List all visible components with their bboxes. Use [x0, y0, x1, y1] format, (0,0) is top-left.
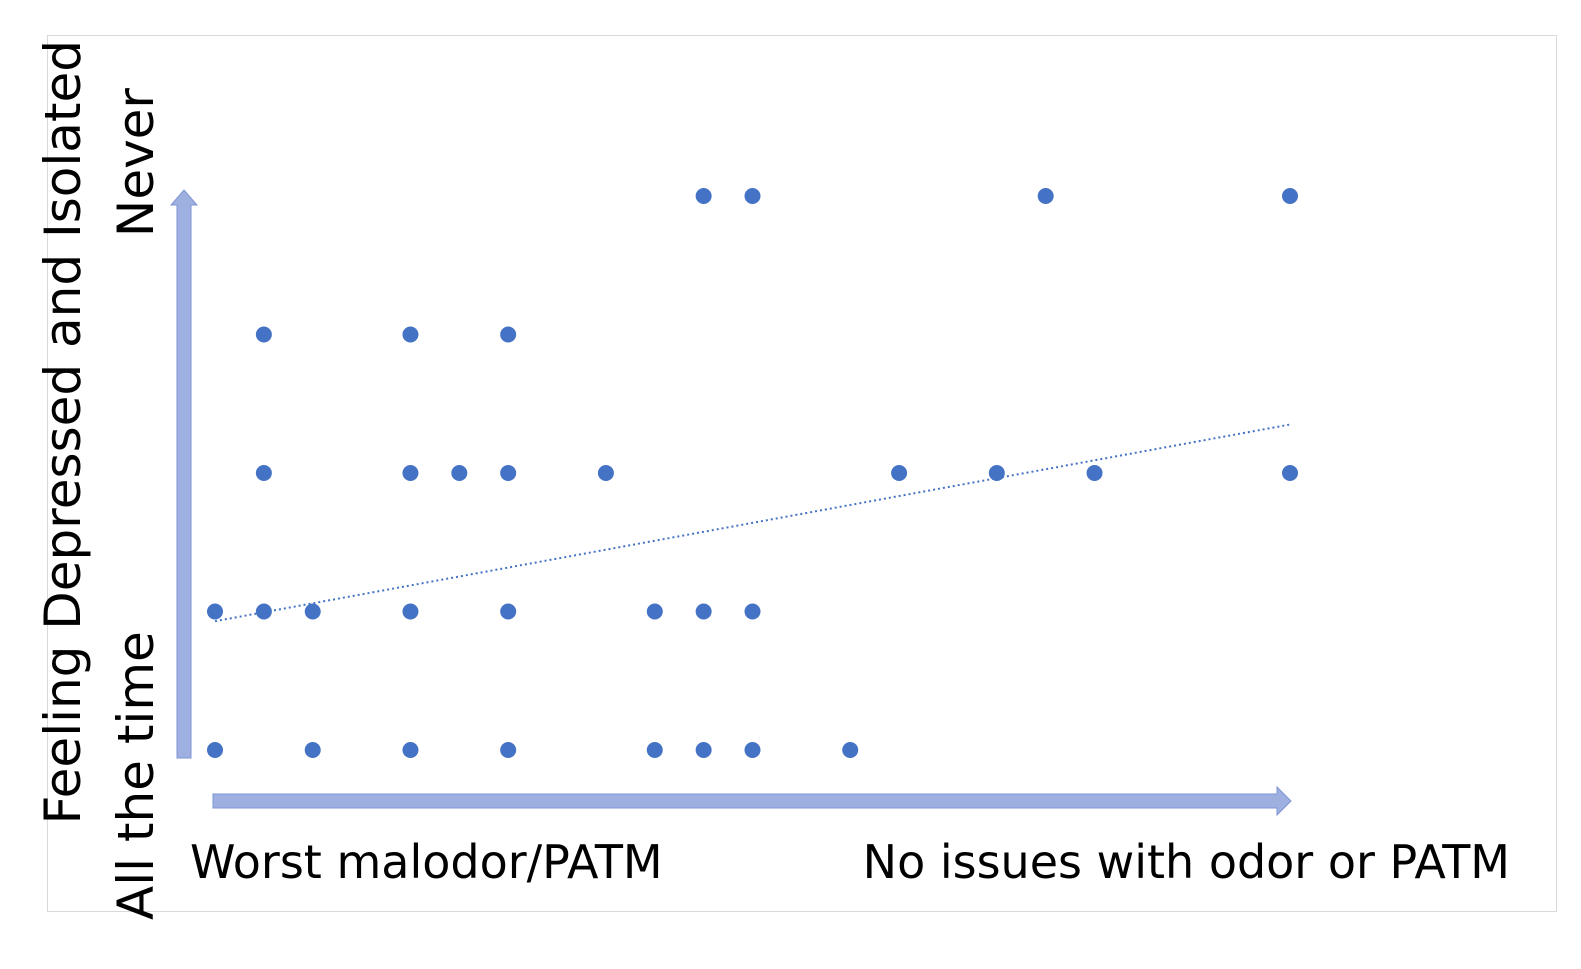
data-point — [988, 465, 1005, 481]
data-point — [646, 742, 663, 758]
data-point — [255, 603, 272, 620]
data-point — [402, 742, 419, 758]
data-point — [1037, 188, 1054, 204]
data-point — [500, 465, 517, 481]
data-point — [207, 742, 223, 758]
data-point — [451, 465, 468, 481]
data-point — [744, 742, 761, 758]
x-axis-arrow — [212, 785, 1292, 817]
data-point — [1282, 465, 1298, 481]
data-point — [646, 603, 663, 620]
data-point — [1086, 465, 1103, 481]
y-axis-low-label: All the time — [107, 631, 165, 920]
data-point — [891, 465, 908, 481]
data-point — [255, 465, 272, 481]
data-point — [695, 603, 712, 620]
data-point — [695, 742, 712, 758]
data-point — [842, 742, 859, 758]
data-point — [500, 742, 517, 758]
data-points — [207, 188, 1298, 758]
data-point — [304, 603, 321, 620]
data-point — [500, 326, 517, 343]
y-axis-high-label: Never — [107, 88, 165, 238]
data-point — [304, 742, 321, 758]
data-point — [402, 326, 419, 343]
data-point — [500, 603, 517, 620]
data-point — [402, 603, 419, 620]
data-point — [255, 326, 272, 343]
trendline — [214, 423, 1291, 623]
data-point — [402, 465, 419, 481]
data-point — [695, 188, 712, 204]
x-axis-low-label: Worst malodor/PATM — [190, 835, 663, 889]
data-point — [207, 603, 223, 620]
data-point — [1282, 188, 1298, 204]
y-axis-title: Feeling Depressed and Isolated — [34, 40, 92, 824]
chart-frame — [47, 35, 1557, 912]
x-axis-high-label: No issues with odor or PATM — [863, 835, 1510, 889]
data-point — [744, 603, 761, 620]
data-point — [597, 465, 614, 481]
y-axis-arrow — [169, 189, 199, 759]
data-point — [744, 188, 761, 204]
